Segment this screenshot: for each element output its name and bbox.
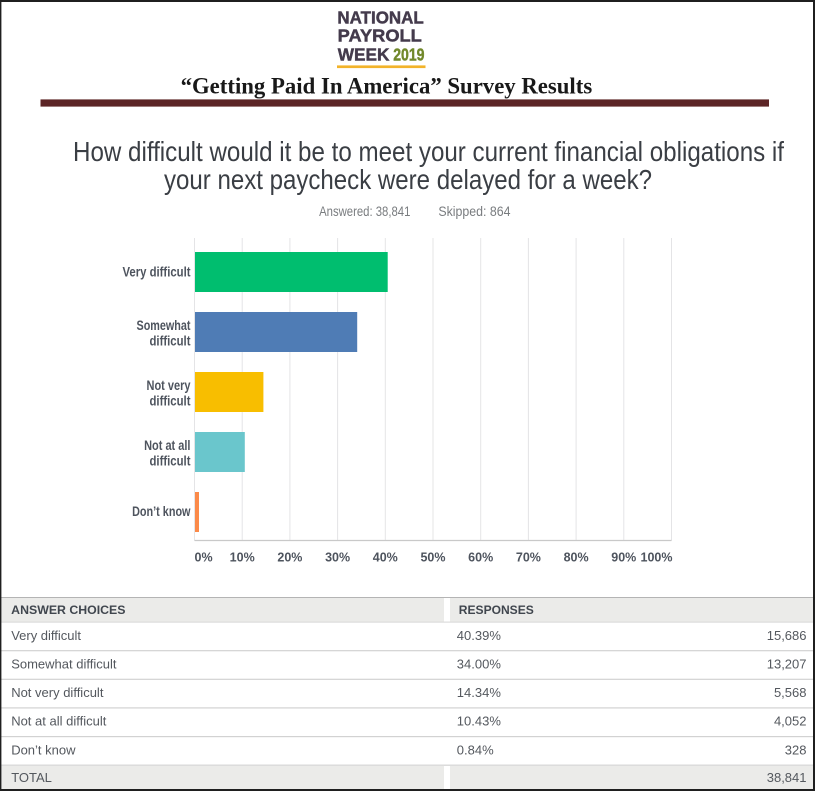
svg-text:4,052: 4,052: [774, 714, 807, 729]
svg-text:2019: 2019: [393, 44, 425, 64]
svg-text:Answered: 38,841: Answered: 38,841: [319, 204, 410, 219]
svg-text:RESPONSES: RESPONSES: [459, 605, 534, 617]
svg-text:40%: 40%: [373, 551, 398, 565]
svg-text:38,841: 38,841: [767, 770, 807, 785]
svg-text:80%: 80%: [564, 551, 589, 565]
svg-text:50%: 50%: [420, 551, 445, 565]
svg-text:60%: 60%: [468, 551, 493, 565]
svg-text:40.39%: 40.39%: [457, 628, 502, 643]
svg-text:NATIONAL: NATIONAL: [337, 8, 424, 28]
svg-text:difficult: difficult: [150, 454, 191, 469]
svg-text:“Getting Paid In America” Surv: “Getting Paid In America” Survey Results: [181, 73, 593, 98]
svg-text:Somewhat difficult: Somewhat difficult: [11, 656, 117, 671]
svg-text:Somewhat: Somewhat: [137, 318, 191, 333]
svg-text:ANSWER CHOICES: ANSWER CHOICES: [11, 605, 126, 617]
svg-text:Not very difficult: Not very difficult: [11, 685, 104, 700]
svg-text:13,207: 13,207: [767, 656, 807, 671]
svg-text:difficult: difficult: [150, 394, 191, 409]
svg-text:10.43%: 10.43%: [457, 714, 502, 729]
svg-text:Skipped: 864: Skipped: 864: [438, 204, 511, 219]
svg-text:14.34%: 14.34%: [457, 685, 502, 700]
svg-text:PAYROLL: PAYROLL: [338, 26, 422, 46]
svg-text:Not at all: Not at all: [144, 438, 190, 453]
svg-text:100%: 100%: [641, 551, 673, 565]
svg-text:Not very: Not very: [147, 378, 191, 393]
svg-text:30%: 30%: [325, 551, 350, 565]
svg-text:34.00%: 34.00%: [457, 656, 502, 671]
svg-text:90%: 90%: [611, 551, 636, 565]
svg-text:328: 328: [785, 742, 807, 757]
svg-text:Very difficult: Very difficult: [123, 265, 191, 280]
svg-text:difficult: difficult: [150, 334, 191, 349]
svg-text:How difficult would it be to m: How difficult would it be to meet your c…: [73, 136, 784, 167]
svg-text:Very difficult: Very difficult: [11, 628, 81, 643]
svg-text:Not at all difficult: Not at all difficult: [11, 714, 107, 729]
svg-text:15,686: 15,686: [767, 628, 807, 643]
svg-text:WEEK: WEEK: [338, 44, 390, 64]
svg-text:Don’t know: Don’t know: [11, 742, 76, 757]
svg-text:70%: 70%: [516, 551, 541, 565]
svg-text:0%: 0%: [195, 551, 213, 565]
svg-text:TOTAL: TOTAL: [11, 770, 52, 785]
svg-text:your next paycheck were delaye: your next paycheck were delayed for a we…: [164, 164, 652, 195]
svg-text:Don’t know: Don’t know: [132, 504, 191, 519]
svg-text:20%: 20%: [277, 551, 302, 565]
svg-text:5,568: 5,568: [774, 685, 807, 700]
svg-text:10%: 10%: [230, 551, 255, 565]
svg-text:0.84%: 0.84%: [457, 742, 494, 757]
